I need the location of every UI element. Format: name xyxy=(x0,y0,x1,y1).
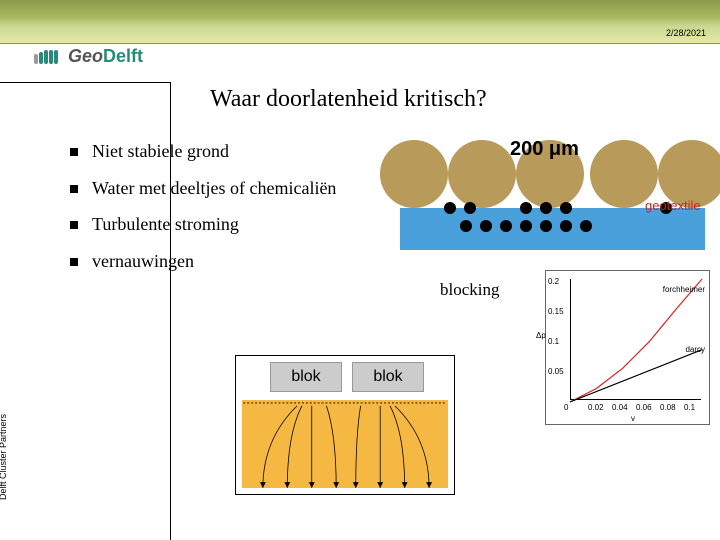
list-item: Water met deeltjes of chemicaliën xyxy=(70,177,370,200)
ytick: 0.1 xyxy=(548,337,559,346)
particle-dot xyxy=(520,220,532,232)
particle-dot xyxy=(460,220,472,232)
particle-dot xyxy=(540,202,552,214)
logo-text: GeoDelft xyxy=(68,46,143,67)
bullet-list: Niet stabiele grond Water met deeltjes o… xyxy=(70,140,370,286)
particle-dot xyxy=(520,202,532,214)
particle-dot xyxy=(580,220,592,232)
ytick: 0.05 xyxy=(548,367,564,376)
particle-dot xyxy=(444,202,456,214)
xtick: 0.06 xyxy=(636,403,652,412)
geotextile-label: geotextile xyxy=(645,198,701,213)
list-item: vernauwingen xyxy=(70,250,370,273)
blok-2: blok xyxy=(352,362,424,392)
bullet-text: vernauwingen xyxy=(92,250,194,273)
list-item: Niet stabiele grond xyxy=(70,140,370,163)
particle-dot xyxy=(560,220,572,232)
series-label-darcy: darcy xyxy=(685,345,705,354)
bullet-text: Niet stabiele grond xyxy=(92,140,229,163)
ytick: 0.15 xyxy=(548,307,564,316)
sand-grain xyxy=(380,140,448,208)
brand-delft: Delft xyxy=(103,46,143,66)
brand-geo: Geo xyxy=(68,46,103,66)
blue-bar xyxy=(400,208,705,250)
y-label: Δp xyxy=(536,331,546,340)
logo-icon xyxy=(34,50,64,64)
particle-dot xyxy=(480,220,492,232)
blocking-label: blocking xyxy=(440,280,500,300)
xtick: 0.04 xyxy=(612,403,628,412)
bullet-text: Water met deeltjes of chemicaliën xyxy=(92,177,336,200)
x-label: v xyxy=(631,414,635,423)
ytick: 0.2 xyxy=(548,277,559,286)
xtick: 0.1 xyxy=(684,403,695,412)
xtick: 0.02 xyxy=(588,403,604,412)
slide-title: Waar doorlatenheid kritisch? xyxy=(210,86,487,113)
flow-lines-icon xyxy=(242,400,448,488)
flow-diagram: blok blok xyxy=(235,355,455,495)
series-label-forchheimer: forchheimer xyxy=(663,285,705,294)
series-forchheimer xyxy=(570,279,702,402)
particle-dot xyxy=(500,220,512,232)
bullet-text: Turbulente stroming xyxy=(92,213,239,236)
xtick: 0 xyxy=(564,403,568,412)
series-darcy xyxy=(570,350,702,402)
date-label: 2/28/2021 xyxy=(666,28,706,38)
blok-1: blok xyxy=(270,362,342,392)
particle-dot xyxy=(464,202,476,214)
horizontal-rule xyxy=(0,82,170,83)
logo: GeoDelft xyxy=(34,46,143,67)
list-item: Turbulente stroming xyxy=(70,213,370,236)
micron-label: 200 μm xyxy=(510,138,579,161)
xtick: 0.08 xyxy=(660,403,676,412)
flow-field xyxy=(242,400,448,488)
header-band xyxy=(0,0,720,44)
sidebar-text: Delft Cluster Partners xyxy=(0,414,8,500)
particle-dot xyxy=(540,220,552,232)
particle-dot xyxy=(560,202,572,214)
forchheimer-chart: 0.2 0.15 0.1 0.05 Δp 0 0.02 0.04 0.06 0.… xyxy=(545,270,710,425)
sand-grain xyxy=(448,140,516,208)
